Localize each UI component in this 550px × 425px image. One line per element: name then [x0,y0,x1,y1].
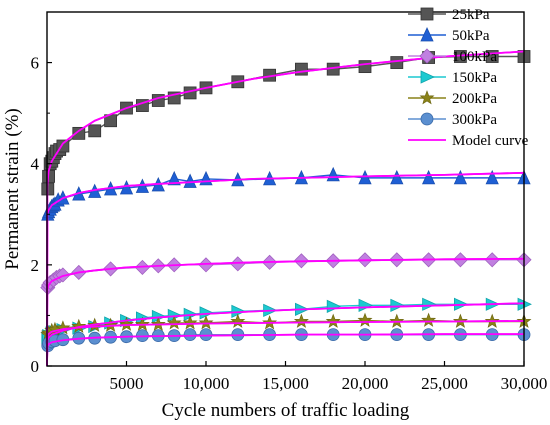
model-curve-line [46,50,525,367]
data-point [167,170,181,186]
model-curve-line [46,333,524,367]
data-point [358,60,372,74]
y-tick-label: 4 [31,155,40,174]
data-point [326,166,340,182]
data-point [198,257,214,273]
data-point [485,169,499,185]
model-curve-line [46,320,525,367]
legend-marker [420,7,434,21]
data-point [358,169,372,185]
data-point [230,256,246,272]
legend-label: 200kPa [452,91,497,107]
x-tick-label: 30,000 [501,374,548,393]
legend-item-50kpa: 50kPa [408,27,490,44]
x-tick-label: 25,000 [421,374,468,393]
legend-label: 100kPa [452,49,497,65]
legend-marker [420,112,434,126]
legend-marker [420,27,434,42]
legend: 25kPa 50kPa 100kPa 150kPa 200kPa 300kPa Model … [408,7,529,149]
legend-item-200kpa: 200kPa [408,90,497,107]
data-point [358,298,373,312]
x-tick-label: 15,000 [262,374,309,393]
data-point [421,169,436,185]
legend-marker [419,90,435,105]
legend-item-100kpa: 100kPa [408,48,497,65]
model-curve-line [46,171,525,367]
data-point [453,169,468,185]
legend-label: 25kPa [452,7,490,23]
legend-item-150kpa: 150kPa [408,70,497,86]
data-point [72,126,86,140]
data-point [325,313,341,328]
legend-label: Model curve [452,133,529,149]
model-curve-line [46,257,525,367]
data-point [166,315,182,330]
model-curve-line [46,302,525,367]
data-point [390,298,405,312]
data-point [389,313,405,328]
series-50kpa [41,166,531,221]
legend-item-300kpa: 300kPa [408,112,497,128]
legend-marker [420,70,435,84]
data-point [183,173,197,188]
y-tick-label: 0 [31,357,40,376]
data-point [182,315,198,330]
data-point [198,315,214,330]
series-line [47,174,524,215]
data-point [357,312,373,327]
data-point [326,299,342,313]
data-point [230,313,246,328]
series-layer [40,50,532,367]
model-curve-line [46,257,525,367]
data-point [71,318,87,333]
data-point [422,297,437,311]
data-point [293,313,309,328]
data-point [183,328,197,342]
series-300kpa [41,328,531,353]
series-line [47,259,524,288]
x-tick-label: 5000 [110,374,144,393]
data-point [199,306,214,320]
data-point [88,124,102,138]
data-point [390,169,404,185]
x-axis-label: Cycle numbers of traffic loading [162,400,410,421]
legend-label: 300kPa [452,112,497,128]
x-tick-label: 10,000 [183,374,230,393]
data-point [390,56,404,69]
y-tick-label: 2 [31,256,40,275]
axes: 5000 10,000 15,000 20,000 25,000 30,000 0 2 4 6 [31,54,548,393]
legend-item-model-curve: Model curve [408,133,529,149]
y-axis-label: Permanent strain (%) [2,108,23,269]
y-tick-label: 6 [31,54,40,73]
data-point [421,312,437,327]
data-point [119,316,134,331]
data-point [134,316,150,331]
legend-item-25kpa: 25kPa [408,7,490,23]
x-tick-label: 20,000 [342,374,389,393]
legend-label: 50kPa [452,28,490,44]
model-curve-overlay [46,50,525,367]
legend-label: 150kPa [452,70,497,86]
data-point [119,180,134,195]
model-curve-line [46,320,525,367]
legend-marker [419,48,435,64]
data-point [199,328,213,342]
data-point [294,62,308,76]
